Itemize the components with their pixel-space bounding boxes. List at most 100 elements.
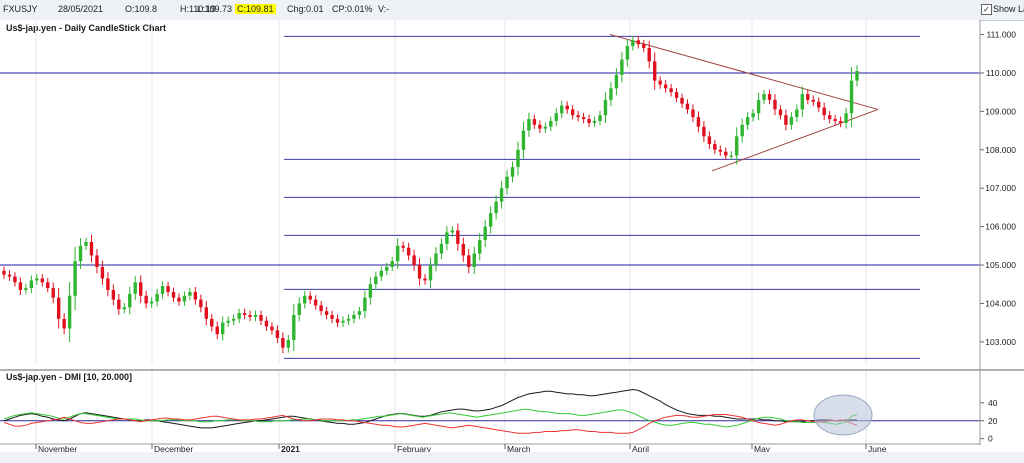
price-tick-label: 108.000 [985,145,1016,155]
price-tick-label: 107.000 [985,183,1016,193]
show-last-label: Show Las [993,4,1024,14]
candle-body [308,295,312,300]
volume-value: V:- [378,4,390,14]
price-tick-label: 110.000 [986,68,1016,78]
candle-body [412,255,416,266]
candle-body [680,97,684,104]
show-last-checkbox[interactable]: ✓ [981,4,992,15]
candle-body [609,88,613,100]
month-label: March [507,444,531,454]
month-label: May [754,444,771,454]
candle-body [745,117,750,125]
candle-body [795,109,799,118]
candle-body [778,109,783,116]
candle-body [472,253,476,267]
dmi-series-line [3,388,857,429]
candle-body [724,151,728,156]
candle-body [855,71,859,81]
candle-body [128,293,132,308]
candle-body [401,245,405,248]
candle-body [488,213,493,227]
candle-body [483,226,487,241]
candle-body [215,326,219,335]
candle-body [729,155,733,157]
candle-body [335,318,340,323]
candle-body [516,149,520,168]
month-label: February [397,444,432,454]
candle-body [844,113,848,123]
candle-body [89,241,94,256]
candle-body [467,255,471,267]
toolbar: FXUSJY 28/05/2021 O:109.8 H:110.19 C:109… [0,0,1024,21]
candle-body [434,253,438,266]
candle-body [385,266,389,271]
candle-body [456,230,460,244]
candle-body [620,59,624,75]
price-tick-label: 104.000 [985,298,1016,308]
candle-body [100,266,105,279]
change-percent: CP:0.01% [332,4,373,14]
price-tick-label: 109.000 [985,106,1016,116]
candle-body [259,314,263,321]
candle-body [29,280,34,289]
candle-body [188,291,192,296]
candle-body [735,136,739,156]
candle-body [532,119,537,125]
candle-body [281,338,285,348]
candle-body [242,313,247,315]
dmi-panel: Us$-jap.yen - DMI [10, 20.000] 0 20 40 [0,372,998,444]
candle-body [166,286,170,292]
candle-body [538,124,542,129]
candle-body [565,105,569,110]
candle-body [827,115,832,120]
candle-body [379,270,383,277]
candle-body [849,80,854,114]
candle-body [800,94,805,110]
candle-body [554,113,558,121]
trendline-upper [609,34,879,110]
candle-body [417,265,422,279]
candle-body [494,201,498,214]
dmi-tick-label: 40 [988,398,998,408]
candle-body [35,278,39,281]
candle-body [204,307,209,319]
candle-body [133,282,137,294]
candle-body [570,109,575,116]
candle-body [210,318,214,327]
candle-body [171,291,176,298]
month-label: April [632,444,649,454]
candle-body [461,243,466,256]
candle-body [811,99,815,102]
candle-body [817,101,821,108]
bottom-scroll-strip[interactable] [0,452,1024,463]
candle-body [2,270,6,275]
candle-body [264,320,269,327]
candle-body [221,322,225,335]
candle-body [117,299,121,310]
candle-body [581,117,586,120]
candle-body [773,99,777,110]
candle-body [663,84,668,89]
candle-body [149,301,154,304]
candle-body [713,144,717,150]
candle-body [346,318,351,321]
month-label: November [38,444,77,454]
candle-body [78,245,83,262]
candle-body [499,188,504,202]
month-label: 2021 [281,444,300,454]
date-label: 28/05/2021 [58,4,104,14]
candle-body [395,245,400,262]
candle-body [51,288,55,298]
candle-body [652,61,657,81]
close-value: C:109.81 [235,4,276,14]
candle-body [357,311,362,315]
candle-body [237,313,241,319]
candle-body [226,320,230,323]
month-label: December [154,444,193,454]
candle-body [674,92,679,98]
candle-body [631,40,635,47]
candle-body [833,119,837,121]
candle-body [390,261,394,267]
dmi-series-line [3,414,858,434]
candle-body [324,311,329,315]
